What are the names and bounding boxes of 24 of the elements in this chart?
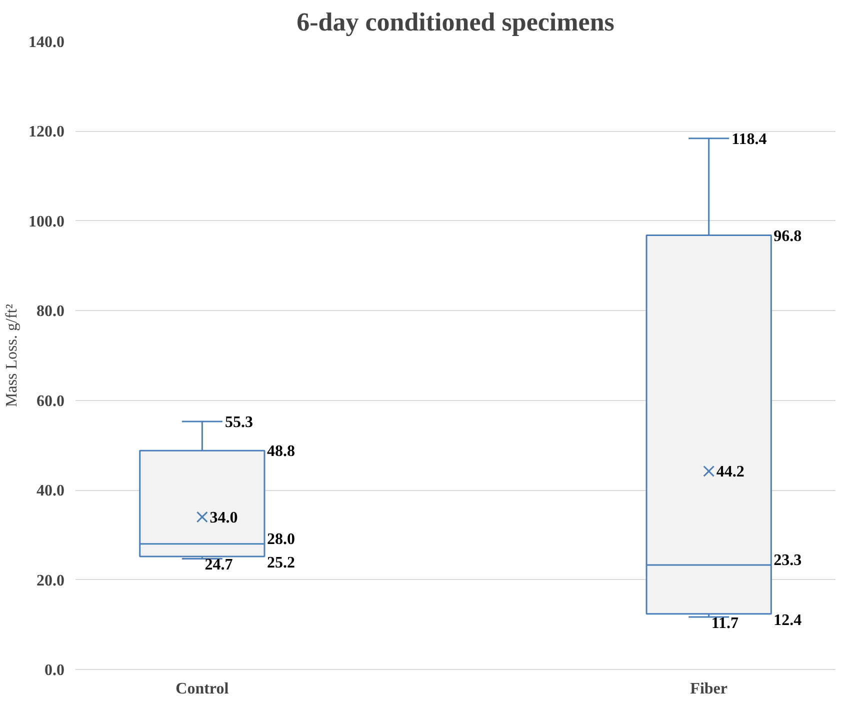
annotation: 118.4: [732, 130, 767, 148]
x-tick-label: Fiber: [690, 680, 728, 698]
y-tick-label: 20.0: [36, 572, 64, 590]
annotation: 28.0: [267, 530, 296, 548]
y-tick-label: 120.0: [28, 124, 64, 141]
y-tick-label: 100.0: [28, 213, 64, 230]
annotation: 25.2: [267, 554, 296, 572]
annotation: 24.7: [204, 556, 233, 574]
annotation: 34.0: [210, 509, 238, 526]
x-tick-label: Control: [176, 680, 230, 698]
annotation: 23.3: [774, 552, 802, 569]
y-tick-label: 60.0: [36, 392, 64, 410]
y-axis-title: Mass Loss. g/ft²: [4, 304, 20, 408]
annotation: 12.4: [774, 612, 802, 629]
y-tick-label: 80.0: [36, 303, 64, 320]
annotation: 48.8: [267, 443, 296, 460]
chart-title: 6-day conditioned specimens: [296, 8, 614, 36]
annotation: 55.3: [224, 414, 253, 431]
y-tick-label: 40.0: [36, 482, 64, 500]
y-tick-label: 140.0: [28, 34, 64, 51]
annotation: 11.7: [711, 615, 738, 632]
annotation: 44.2: [716, 464, 744, 481]
y-tick-label: 0.0: [44, 662, 64, 679]
annotation: 96.8: [774, 228, 802, 245]
